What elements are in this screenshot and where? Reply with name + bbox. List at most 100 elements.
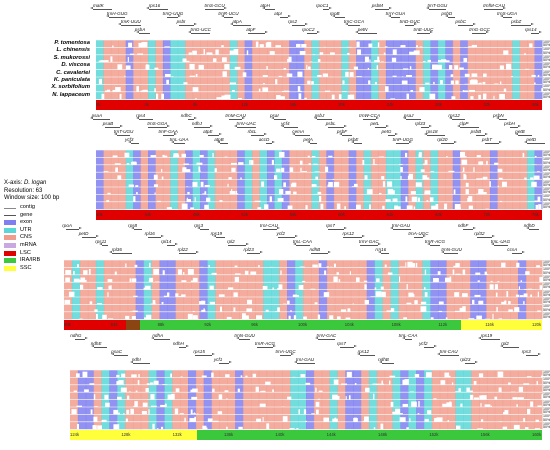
divergence-dip [374,60,380,63]
percent-label: 100% [543,414,550,419]
gene-label: trnC-GCA [343,19,365,24]
percent-label: 100% [543,297,550,301]
divergence-dip [309,61,313,63]
divergence-dip [258,265,260,268]
divergence-dip [287,205,293,210]
divergence-dip [133,196,136,202]
gene-label: rps2 [288,19,298,24]
divergence-dip [505,63,512,70]
divergence-dip [234,66,241,70]
divergence-dip [292,294,297,297]
divergence-dip [325,90,331,92]
divergence-dip [79,284,84,290]
divergence-dip [329,315,334,320]
gene-label: ccsA [507,247,518,252]
gene-arrow [456,125,480,128]
divergence-dip [471,73,478,77]
gene-label: trnY-GUA [385,11,406,16]
gene-arrow [510,125,522,128]
gene-label: petL [370,121,380,126]
divergence-dip [290,310,292,312]
divergence-dip [218,394,223,400]
divergence-dip [306,64,308,70]
gene-label: ycf4 [281,121,290,126]
gene-arrow [405,23,418,26]
divergence-dip [95,313,98,320]
divergence-dip [523,293,528,297]
divergence-dip [420,306,427,312]
gene-label: psbL [325,121,336,126]
divergence-dip [508,301,511,305]
gene-label: rps12 [448,113,460,118]
gene-arrow [499,15,512,18]
divergence-dip [437,60,443,63]
divergence-dip [340,309,347,312]
divergence-dip [465,189,469,195]
divergence-dip [227,287,234,290]
divergence-dip [240,177,242,180]
gene-arrow [374,125,389,128]
divergence-dip [154,67,159,70]
region-bar-segment [96,100,542,111]
divergence-dip [202,425,207,430]
tick-label: 0k [96,102,101,108]
percent-label: 100% [543,179,550,184]
divergence-dip [194,416,197,422]
divergence-dip [307,155,310,158]
divergence-dip [153,380,159,385]
divergence-dip [341,383,348,385]
divergence-dip [277,307,280,312]
divergence-dip [481,178,483,180]
divergence-dip [534,200,540,202]
divergence-dip [145,285,151,290]
divergence-dip [538,204,542,210]
divergence-dip [192,315,198,320]
divergence-dip [322,73,329,77]
divergence-dip [164,46,170,48]
divergence-dip [379,192,382,195]
tick-label: 24k [386,102,394,108]
gene-arrow [362,117,380,120]
divergence-dip [300,167,302,173]
divergence-dip [498,177,503,180]
divergence-dip [302,280,306,283]
divergence-dip [460,151,466,158]
divergence-dip [183,163,189,165]
divergence-dip [438,301,444,305]
divergence-dip [332,178,334,180]
divergence-dip [124,152,130,158]
divergence-dip [101,93,105,100]
tick-label: 68k [435,212,442,218]
divergence-dip [217,411,223,415]
gene-arrow [478,337,501,340]
divergence-dip [476,193,478,195]
divergence-dip [494,284,498,290]
legend-label: exon [20,219,33,226]
divergence-dip [317,314,321,320]
divergence-dip [187,313,193,320]
gene-label: trnG-GCC [469,27,490,32]
divergence-dip [386,310,393,312]
gene-label: ndhH [172,341,184,346]
divergence-dip [140,90,144,92]
gene-label: trnS-UGA [497,11,518,16]
divergence-dip [183,82,188,85]
divergence-dip [162,270,165,275]
percent-label: 100% [543,157,550,162]
gene-label: atpA [232,19,242,24]
divergence-dip [463,57,468,63]
gene-arrow [327,227,348,230]
divergence-dip [181,280,187,283]
divergence-dip [104,394,109,400]
divergence-dip [347,308,351,312]
gene-arrow [98,243,109,246]
divergence-dip [84,389,89,393]
gene-arrow [278,235,298,238]
divergence-dip [192,310,195,312]
tick-label: 60k [338,212,345,218]
gene-arrow [465,361,479,364]
percent-label: 100% [543,194,550,199]
divergence-dip [196,162,203,165]
gene-arrow [426,243,441,246]
divergence-dip [224,64,230,70]
